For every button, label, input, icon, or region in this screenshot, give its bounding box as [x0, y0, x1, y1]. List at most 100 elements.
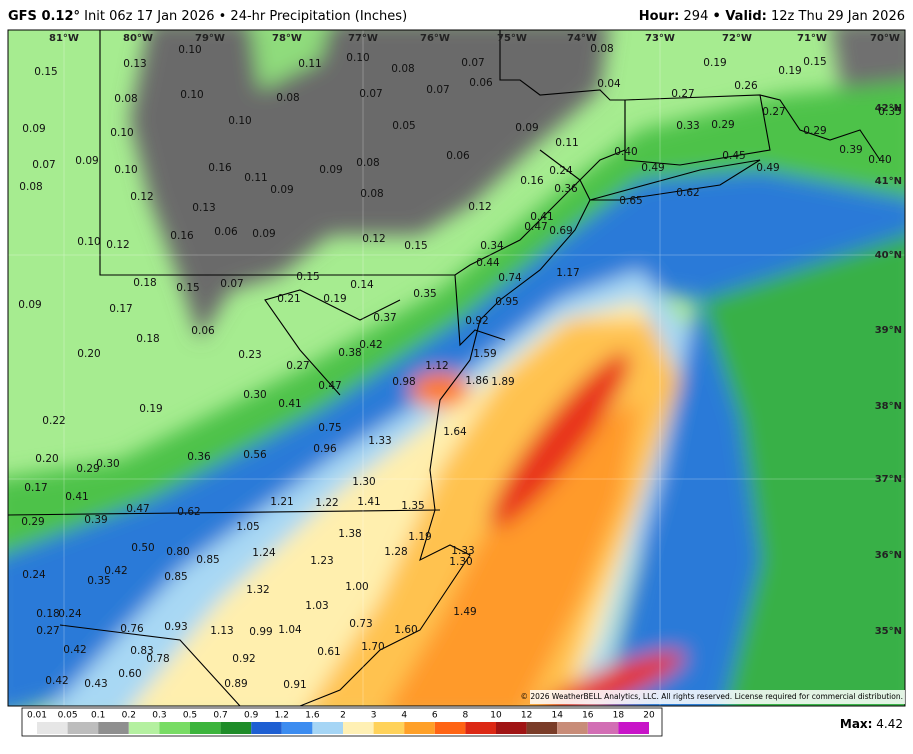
precip-value: 0.49: [756, 162, 779, 174]
colorbar-swatch: [220, 722, 252, 734]
precip-value: 0.30: [243, 389, 266, 401]
precip-value: 0.92: [465, 315, 488, 327]
precip-value: 1.22: [315, 497, 338, 509]
precip-value: 0.73: [349, 618, 372, 630]
precip-value: 0.41: [278, 398, 301, 410]
precip-value: 0.29: [711, 119, 734, 131]
colorbar-label: 6: [432, 711, 438, 721]
precip-value: 0.19: [323, 293, 346, 305]
precip-value: 0.15: [176, 282, 199, 294]
run-info: Init 06z 17 Jan 2026 • 24-hr Precipitati…: [84, 9, 407, 24]
latitude-label: 38°N: [875, 401, 902, 412]
precip-value: 0.10: [178, 44, 201, 56]
precip-value: 0.39: [84, 514, 107, 526]
precip-value: 0.62: [676, 187, 699, 199]
map-frame: [7, 29, 906, 707]
model: GFS 0.12°: [8, 9, 80, 24]
lat-lon-grid: [8, 30, 905, 706]
precip-value: 0.69: [549, 225, 572, 237]
precip-value: 0.27: [671, 88, 694, 100]
colorbar-label: 3: [371, 711, 377, 721]
precip-value: 1.00: [345, 581, 368, 593]
precip-value: 0.35: [87, 575, 110, 587]
precip-value: 0.85: [164, 571, 187, 583]
precip-value: 0.06: [191, 325, 215, 337]
colorbar-label: 0.3: [152, 711, 166, 721]
precip-value: 0.08: [276, 92, 299, 104]
colorbar-swatch: [404, 722, 435, 734]
colorbar-swatch: [190, 722, 221, 734]
precip-value: 1.64: [443, 426, 467, 438]
colorbar-swatch: [373, 722, 405, 734]
colorbar-swatch: [557, 722, 588, 734]
longitude-label: 81°W: [49, 33, 79, 44]
borders: [7, 30, 881, 707]
precip-value: 1.03: [305, 600, 328, 612]
precip-value: 1.21: [270, 496, 293, 508]
precip-value: 1.13: [210, 625, 233, 637]
longitude-label: 73°W: [645, 33, 675, 44]
precip-value: 0.40: [868, 154, 891, 166]
colorbar-swatch: [128, 722, 160, 734]
precip-value: 0.08: [19, 181, 42, 193]
colorbar-swatch: [496, 722, 527, 734]
colorbar-swatch: [251, 722, 282, 734]
precip-value: 1.86: [465, 375, 489, 387]
precip-value: 0.08: [356, 157, 379, 169]
colorbar-swatch: [67, 722, 99, 734]
precip-value: 0.10: [77, 236, 100, 248]
colorbar-swatch: [37, 722, 68, 734]
precip-value: 0.41: [65, 491, 88, 503]
precip-value: 0.29: [803, 125, 826, 137]
colorbar-swatch: [343, 722, 374, 734]
precip-value: 0.17: [109, 303, 132, 315]
precip-value: 0.33: [676, 120, 699, 132]
precip-value: 0.40: [614, 146, 637, 158]
precip-value: 0.91: [283, 679, 306, 691]
precip-value: 0.45: [722, 150, 745, 162]
precip-value: 0.16: [170, 230, 194, 242]
precip-value: 0.14: [350, 279, 374, 291]
longitude-label: 80°W: [123, 33, 153, 44]
colorbar-label: 0.05: [58, 711, 78, 721]
precip-value: 1.60: [394, 624, 417, 636]
precip-value: 0.10: [180, 89, 203, 101]
precip-value: 1.17: [556, 267, 579, 279]
precip-value: 0.10: [228, 115, 251, 127]
colorbar-label: 10: [490, 711, 502, 721]
precip-value: 1.41: [357, 496, 380, 508]
precip-value: 1.38: [338, 528, 361, 540]
latitude-label: 41°N: [875, 176, 902, 187]
precip-value: 0.09: [270, 184, 293, 196]
colorbar-swatch: [618, 722, 649, 734]
precip-value: 0.19: [139, 403, 162, 415]
colorbar-label: 1.6: [305, 711, 320, 721]
longitude-label: 72°W: [722, 33, 752, 44]
precip-value: 1.30: [449, 556, 472, 568]
precip-value: 0.05: [392, 120, 415, 132]
precip-value: 0.37: [373, 312, 396, 324]
precip-value: 0.35: [413, 288, 436, 300]
longitude-label: 79°W: [195, 33, 225, 44]
precip-value: 1.59: [473, 348, 496, 360]
precip-value: 0.18: [36, 608, 59, 620]
colorbar-label: 0.1: [91, 711, 105, 721]
precip-value: 0.07: [32, 159, 55, 171]
max: Max: 4.42: [840, 717, 903, 731]
copyright-bg: [530, 690, 905, 704]
max-value: 4.42: [876, 717, 903, 731]
precip-value: 0.11: [298, 58, 321, 70]
precip-value: 1.19: [408, 531, 431, 543]
copyright: © 2026 WeatherBELL Analytics, LLC. All r…: [521, 692, 903, 701]
precip-value: 0.47: [524, 221, 547, 233]
precip-value: 0.95: [495, 296, 518, 308]
precip-value: 0.18: [136, 333, 159, 345]
longitude-label: 70°W: [870, 33, 900, 44]
longitude-label: 76°W: [420, 33, 450, 44]
precip-value: 0.36: [187, 451, 211, 463]
precip-value: 0.24: [58, 608, 82, 620]
longitude-label: 78°W: [272, 33, 302, 44]
colorbar-label: 1.2: [275, 711, 289, 721]
precip-value: 0.09: [22, 123, 45, 135]
